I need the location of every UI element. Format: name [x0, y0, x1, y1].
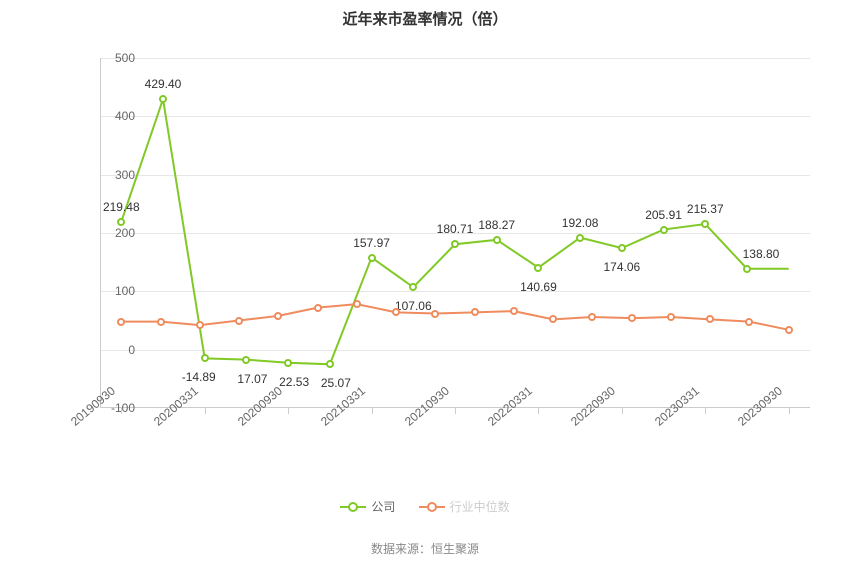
legend-swatch-industry	[419, 500, 445, 514]
company-marker	[201, 354, 209, 362]
company-marker	[326, 360, 334, 368]
y-tick-label: 500	[95, 51, 135, 65]
data-label: 219.48	[103, 200, 140, 214]
data-label: 157.97	[353, 236, 390, 250]
industry-marker	[510, 307, 518, 315]
industry-marker	[314, 304, 322, 312]
data-label: 192.08	[562, 216, 599, 230]
legend-label-industry: 行业中位数	[450, 498, 510, 515]
data-label: 205.91	[645, 208, 682, 222]
industry-marker	[196, 321, 204, 329]
company-marker	[743, 265, 751, 273]
industry-marker	[431, 310, 439, 318]
industry-marker	[157, 318, 165, 326]
data-source: 数据来源：恒生聚源	[0, 540, 850, 557]
industry-marker	[471, 308, 479, 316]
industry-marker	[588, 313, 596, 321]
y-tick-label: 0	[95, 343, 135, 357]
industry-marker	[392, 308, 400, 316]
company-marker	[117, 218, 125, 226]
company-marker	[493, 236, 501, 244]
data-label: 25.07	[321, 376, 351, 390]
legend-item-industry[interactable]: 行业中位数	[419, 498, 510, 515]
data-label: 180.71	[437, 222, 474, 236]
data-label: 17.07	[237, 372, 267, 386]
industry-marker	[117, 318, 125, 326]
company-marker	[576, 234, 584, 242]
industry-marker	[706, 315, 714, 323]
pe-ratio-chart: 近年来市盈率情况（倍） -1000100200300400500 2019093…	[0, 0, 850, 575]
industry-marker	[353, 300, 361, 308]
legend-item-company[interactable]: 公司	[340, 498, 395, 515]
data-label: 107.06	[395, 299, 432, 313]
data-label: 215.37	[687, 202, 724, 216]
company-marker	[284, 359, 292, 367]
company-marker	[534, 264, 542, 272]
data-label: 188.27	[478, 218, 515, 232]
industry-marker	[785, 326, 793, 334]
industry-marker	[549, 315, 557, 323]
source-label: 数据来源：	[371, 542, 431, 556]
industry-marker	[667, 313, 675, 321]
y-tick-label: 100	[95, 284, 135, 298]
industry-marker	[745, 318, 753, 326]
company-marker	[618, 244, 626, 252]
company-marker	[701, 220, 709, 228]
chart-title: 近年来市盈率情况（倍）	[0, 8, 850, 29]
data-label: 138.80	[743, 247, 780, 261]
data-label: 140.69	[520, 280, 557, 294]
company-marker	[451, 240, 459, 248]
source-value: 恒生聚源	[431, 542, 479, 556]
legend-label-company: 公司	[371, 498, 395, 515]
y-tick-label: 300	[95, 168, 135, 182]
legend: 公司 行业中位数	[0, 498, 850, 517]
industry-marker	[274, 312, 282, 320]
company-marker	[660, 226, 668, 234]
company-marker	[242, 356, 250, 364]
data-label: 174.06	[603, 260, 640, 274]
legend-swatch-company	[340, 500, 366, 514]
data-label: 22.53	[279, 375, 309, 389]
company-marker	[409, 283, 417, 291]
company-marker	[368, 254, 376, 262]
y-tick-label: 400	[95, 109, 135, 123]
data-label: 429.40	[145, 77, 182, 91]
y-tick-label: 200	[95, 226, 135, 240]
company-marker	[159, 95, 167, 103]
data-label: -14.89	[182, 370, 216, 384]
industry-marker	[628, 314, 636, 322]
industry-marker	[235, 317, 243, 325]
